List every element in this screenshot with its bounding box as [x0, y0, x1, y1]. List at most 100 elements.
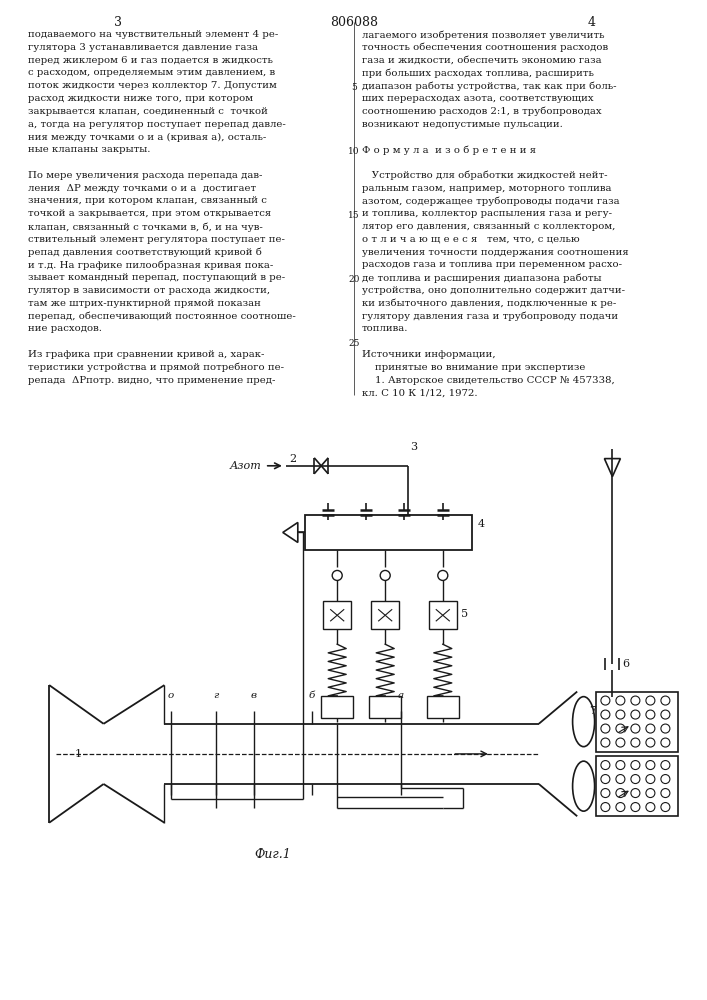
Text: 1. Авторское свидетельство СССР № 457338,: 1. Авторское свидетельство СССР № 457338…	[362, 376, 615, 385]
Text: а: а	[398, 691, 404, 700]
Text: точность обеспечения соотношения расходов: точность обеспечения соотношения расходо…	[362, 43, 608, 52]
Circle shape	[616, 775, 625, 784]
Bar	[305, 515, 472, 550]
Circle shape	[631, 761, 640, 770]
Text: Устройство для обработки жидкостей нейт-: Устройство для обработки жидкостей нейт-	[362, 171, 607, 180]
Ellipse shape	[573, 697, 595, 747]
Text: ления  ΔP между точками о и а  достигает: ления ΔP между точками о и а достигает	[28, 184, 256, 193]
Text: де топлива и расширения диапазона работы: де топлива и расширения диапазона работы	[362, 273, 602, 283]
Ellipse shape	[573, 761, 595, 811]
Text: с расходом, определяемым этим давлением, в: с расходом, определяемым этим давлением,…	[28, 68, 275, 77]
Circle shape	[646, 696, 655, 705]
Text: 4: 4	[478, 519, 485, 529]
Text: гулятора 3 устанавливается давление газа: гулятора 3 устанавливается давление газа	[28, 43, 258, 52]
Text: гулятору давления газа и трубопроводу подачи: гулятору давления газа и трубопроводу по…	[362, 312, 618, 321]
Circle shape	[631, 710, 640, 719]
Circle shape	[601, 696, 610, 705]
Circle shape	[631, 696, 640, 705]
Circle shape	[601, 789, 610, 798]
Bar	[369, 696, 401, 718]
Circle shape	[631, 789, 640, 798]
Circle shape	[646, 710, 655, 719]
Circle shape	[661, 789, 670, 798]
Text: перед жиклером 6 и газ подается в жидкость: перед жиклером 6 и газ подается в жидкос…	[28, 56, 273, 65]
Circle shape	[616, 789, 625, 798]
Bar	[371, 601, 399, 629]
Text: Азот: Азот	[230, 461, 262, 471]
Text: ки избыточного давления, подключенные к ре-: ки избыточного давления, подключенные к …	[362, 299, 617, 308]
Circle shape	[661, 710, 670, 719]
Bar	[321, 696, 354, 718]
Text: поток жидкости через коллектор 7. Допустим: поток жидкости через коллектор 7. Допуст…	[28, 81, 276, 90]
Text: 3: 3	[411, 442, 418, 452]
Circle shape	[646, 775, 655, 784]
Text: устройства, оно дополнительно содержит датчи-: устройства, оно дополнительно содержит д…	[362, 286, 625, 295]
Text: о: о	[168, 691, 174, 700]
Text: там же штрих-пунктирной прямой показан: там же штрих-пунктирной прямой показан	[28, 299, 261, 308]
Text: принятые во внимание при экспертизе: принятые во внимание при экспертизе	[362, 363, 585, 372]
Text: 4: 4	[588, 16, 596, 29]
Text: б: б	[308, 691, 315, 700]
Text: значения, при котором клапан, связанный с: значения, при котором клапан, связанный …	[28, 196, 267, 205]
Text: закрывается клапан, соединенный с  точкой: закрывается клапан, соединенный с точкой	[28, 107, 268, 116]
Text: диапазон работы устройства, так как при боль-: диапазон работы устройства, так как при …	[362, 81, 617, 91]
Text: 5: 5	[461, 609, 468, 619]
Circle shape	[661, 724, 670, 733]
Text: 2: 2	[289, 454, 296, 464]
Text: перепад, обеспечивающий постоянное соотноше-: перепад, обеспечивающий постоянное соотн…	[28, 312, 296, 321]
Text: и топлива, коллектор распыления газа и регу-: и топлива, коллектор распыления газа и р…	[362, 209, 612, 218]
Circle shape	[601, 803, 610, 812]
Text: ние расходов.: ние расходов.	[28, 324, 102, 333]
Circle shape	[616, 761, 625, 770]
Text: расходов газа и топлива при переменном расхо-: расходов газа и топлива при переменном р…	[362, 260, 622, 269]
Text: лятор его давления, связанный с коллектором,: лятор его давления, связанный с коллекто…	[362, 222, 615, 231]
Text: Фиг.1: Фиг.1	[255, 848, 291, 861]
Text: расход жидкости ниже того, при котором: расход жидкости ниже того, при котором	[28, 94, 253, 103]
Text: 5: 5	[351, 83, 357, 92]
Text: Ф о р м у л а  и з о б р е т е н и я: Ф о р м у л а и з о б р е т е н и я	[362, 145, 536, 155]
Circle shape	[631, 803, 640, 812]
Circle shape	[380, 570, 390, 580]
Circle shape	[601, 761, 610, 770]
Text: 3: 3	[114, 16, 122, 29]
Circle shape	[601, 724, 610, 733]
Circle shape	[661, 803, 670, 812]
Text: Источники информации,: Источники информации,	[362, 350, 496, 359]
Text: 15: 15	[348, 211, 360, 220]
Circle shape	[616, 710, 625, 719]
Text: г: г	[213, 691, 218, 700]
Text: кл. С 10 К 1/12, 1972.: кл. С 10 К 1/12, 1972.	[362, 388, 478, 397]
Text: ральным газом, например, моторного топлива: ральным газом, например, моторного топли…	[362, 184, 612, 193]
Text: Из графика при сравнении кривой а, харак-: Из графика при сравнении кривой а, харак…	[28, 350, 264, 359]
Text: клапан, связанный с точками в, б, и на чув-: клапан, связанный с точками в, б, и на ч…	[28, 222, 263, 232]
Circle shape	[646, 738, 655, 747]
Circle shape	[631, 775, 640, 784]
Text: 7: 7	[589, 706, 596, 716]
Circle shape	[616, 696, 625, 705]
Text: 6: 6	[622, 659, 629, 669]
Text: ные клапаны закрыты.: ные клапаны закрыты.	[28, 145, 151, 154]
Text: соотношению расходов 2:1, в трубопроводах: соотношению расходов 2:1, в трубопровода…	[362, 107, 602, 116]
Text: о т л и ч а ю щ е е с я   тем, что, с целью: о т л и ч а ю щ е е с я тем, что, с цель…	[362, 235, 580, 244]
Text: а, тогда на регулятор поступает перепад давле-: а, тогда на регулятор поступает перепад …	[28, 120, 286, 129]
Circle shape	[631, 724, 640, 733]
Bar	[429, 601, 457, 629]
Text: 20: 20	[349, 275, 360, 284]
Text: лагаемого изобретения позволяет увеличить: лагаемого изобретения позволяет увеличит…	[362, 30, 604, 39]
Bar	[597, 692, 679, 752]
Text: ния между точками о и а (кривая а), осталь-: ния между точками о и а (кривая а), оста…	[28, 132, 267, 142]
Text: увеличения точности поддержания соотношения: увеличения точности поддержания соотноше…	[362, 248, 629, 257]
Circle shape	[661, 696, 670, 705]
Circle shape	[616, 724, 625, 733]
Text: зывает командный перепад, поступающий в ре-: зывает командный перепад, поступающий в …	[28, 273, 285, 282]
Text: точкой а закрывается, при этом открывается: точкой а закрывается, при этом открывает…	[28, 209, 271, 218]
Bar	[597, 756, 679, 816]
Circle shape	[646, 724, 655, 733]
Text: азотом, содержащее трубопроводы подачи газа: азотом, содержащее трубопроводы подачи г…	[362, 196, 619, 206]
Bar	[323, 601, 351, 629]
Text: подаваемого на чувствительный элемент 4 ре-: подаваемого на чувствительный элемент 4 …	[28, 30, 279, 39]
Circle shape	[661, 775, 670, 784]
Circle shape	[616, 738, 625, 747]
Text: газа и жидкости, обеспечить экономию газа: газа и жидкости, обеспечить экономию газ…	[362, 56, 602, 65]
Text: топлива.: топлива.	[362, 324, 409, 333]
